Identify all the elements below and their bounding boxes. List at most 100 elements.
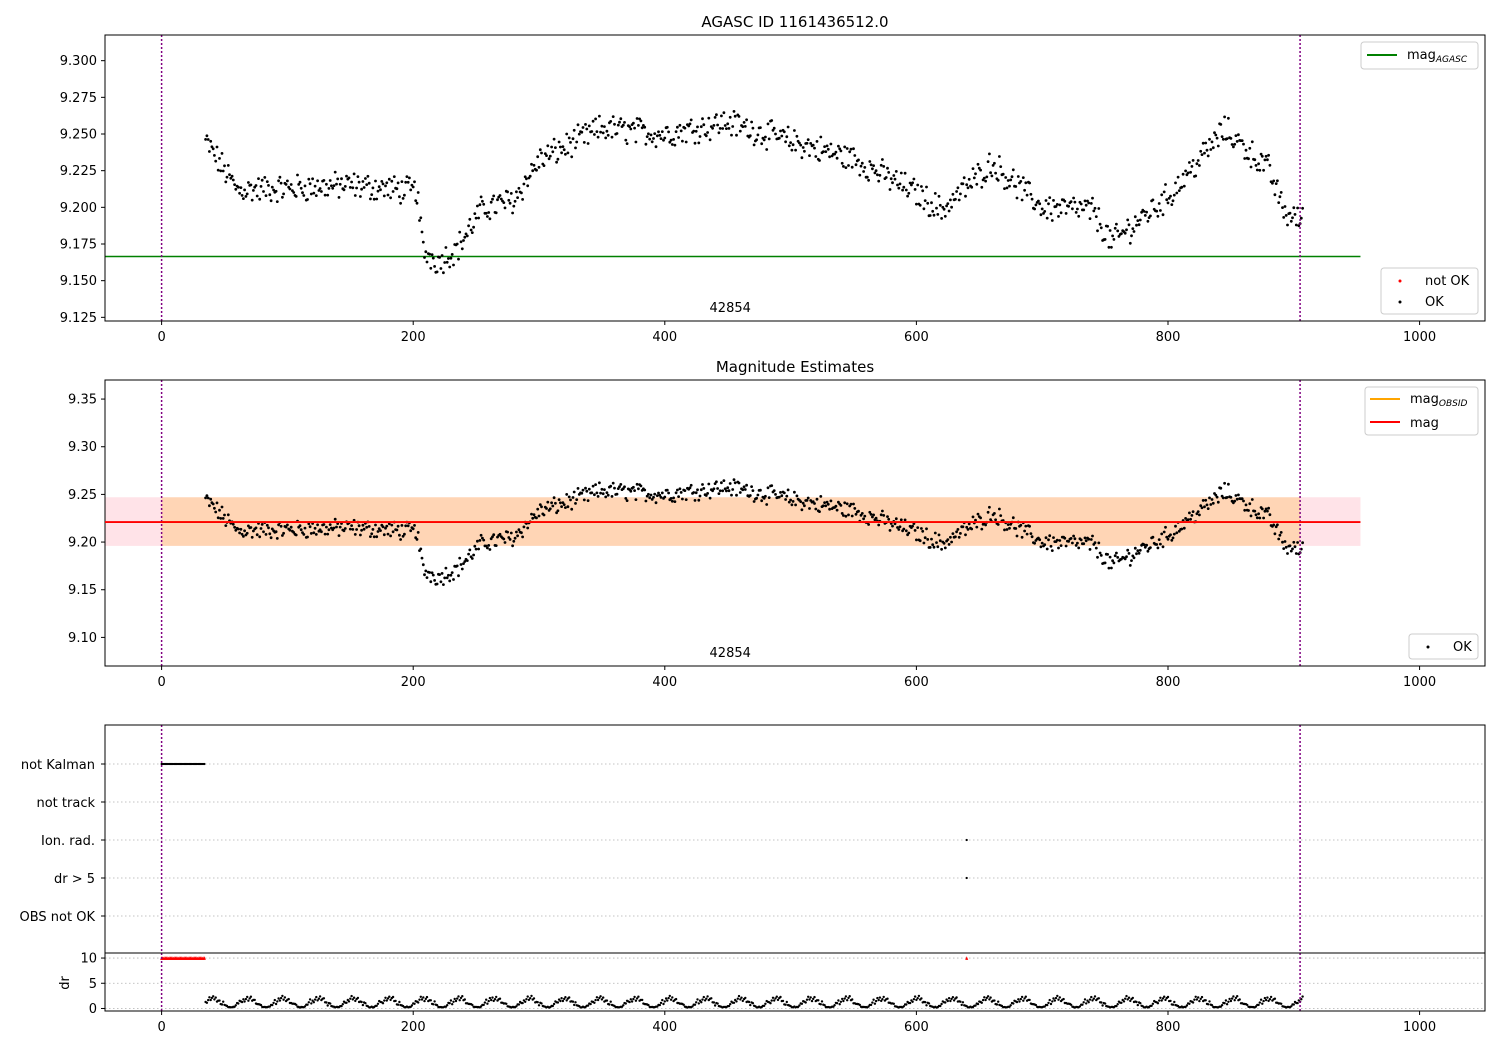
dr-point: [924, 1001, 927, 1004]
ok-point: [867, 523, 870, 526]
ok-point: [569, 141, 572, 144]
ok-point: [1174, 524, 1177, 528]
ok-point: [717, 492, 721, 495]
dr-point: [902, 1005, 905, 1008]
ok-point: [424, 569, 428, 573]
ok-point: [603, 488, 606, 491]
legend-label-ok-2: OK: [1453, 640, 1472, 655]
ok-point: [338, 182, 342, 186]
ok-point: [1176, 175, 1180, 179]
ok-point: [610, 495, 614, 498]
ok-point: [399, 538, 402, 541]
ok-point: [406, 180, 410, 184]
ok-point: [1014, 185, 1018, 188]
dr-point: [237, 1002, 240, 1005]
ok-point: [1010, 175, 1014, 179]
ok-point: [906, 194, 909, 198]
ok-point: [1073, 537, 1077, 541]
ok-point: [881, 158, 884, 161]
ok-point: [243, 188, 247, 192]
ok-point: [1276, 179, 1279, 183]
ok-point: [684, 498, 688, 501]
ok-point: [582, 498, 586, 502]
ok-point: [704, 134, 708, 138]
ok-point: [606, 493, 610, 497]
ok-point: [1296, 206, 1299, 210]
dr-point: [641, 998, 644, 1002]
dr-point: [351, 998, 354, 1001]
ok-point: [693, 499, 697, 502]
ok-point: [828, 155, 831, 159]
ok-point: [440, 254, 444, 257]
ok-point: [255, 533, 259, 537]
ok-point: [1250, 140, 1254, 144]
ok-point: [231, 522, 235, 526]
dr-point: [736, 997, 739, 1000]
ok-point: [1033, 541, 1036, 545]
ok-point: [416, 531, 420, 534]
ok-point: [1161, 545, 1165, 549]
ok-point: [1160, 532, 1164, 536]
dr-point: [892, 1002, 895, 1005]
ok-point: [696, 125, 699, 129]
dr-point: [498, 997, 502, 1000]
dr-point: [947, 997, 951, 1000]
ok-point: [728, 115, 732, 119]
ok-point: [808, 154, 811, 158]
dr-point: [881, 998, 884, 1001]
ok-point: [907, 191, 911, 195]
ok-point: [877, 523, 881, 527]
dr-point: [276, 1000, 279, 1003]
ok-point: [633, 489, 636, 492]
ok-point: [772, 126, 776, 130]
ok-point: [566, 505, 570, 509]
dr-point: [530, 994, 533, 998]
ok-point: [599, 130, 602, 134]
ok-point: [945, 204, 948, 208]
ok-point: [1098, 551, 1102, 555]
ok-point: [1208, 496, 1211, 500]
dr-point: [1151, 1002, 1155, 1005]
ok-point: [257, 177, 260, 181]
flag-category-label: dr > 5: [54, 872, 95, 887]
ok-point: [879, 513, 883, 517]
ok-point: [303, 184, 307, 188]
ok-point: [1292, 540, 1296, 544]
ok-point: [537, 514, 541, 518]
ok-point: [947, 209, 951, 213]
ok-point: [886, 515, 889, 518]
ok-point: [522, 525, 526, 529]
dr-point: [1088, 998, 1092, 1001]
ok-point: [648, 137, 652, 141]
ok-point: [1180, 185, 1184, 189]
ok-point: [443, 261, 447, 264]
ok-point: [794, 503, 797, 507]
ok-point: [964, 194, 967, 198]
ok-point: [878, 173, 882, 177]
ok-point: [848, 150, 852, 154]
ok-point: [1196, 159, 1200, 162]
dr-point: [706, 995, 709, 998]
ok-point: [448, 579, 452, 583]
ok-point: [299, 528, 303, 532]
ok-point: [1083, 536, 1087, 540]
x-tick-label: 200: [401, 330, 426, 345]
dr-point: [1097, 997, 1101, 1000]
ok-point: [634, 140, 638, 144]
ok-point: [888, 529, 892, 532]
dr-point: [763, 1004, 766, 1007]
ok-point: [966, 186, 970, 190]
dr-point: [1018, 1000, 1021, 1003]
ok-point: [639, 119, 643, 123]
ok-point: [689, 483, 693, 487]
dr-point: [1199, 997, 1202, 1001]
ok-point: [503, 206, 507, 210]
ok-point: [811, 143, 815, 147]
ok-point: [898, 182, 902, 186]
ok-point: [849, 502, 853, 506]
ok-point: [311, 177, 314, 181]
ok-point: [357, 180, 361, 184]
ok-point: [979, 516, 982, 520]
ok-point: [1160, 193, 1164, 197]
ok-point: [590, 130, 594, 133]
